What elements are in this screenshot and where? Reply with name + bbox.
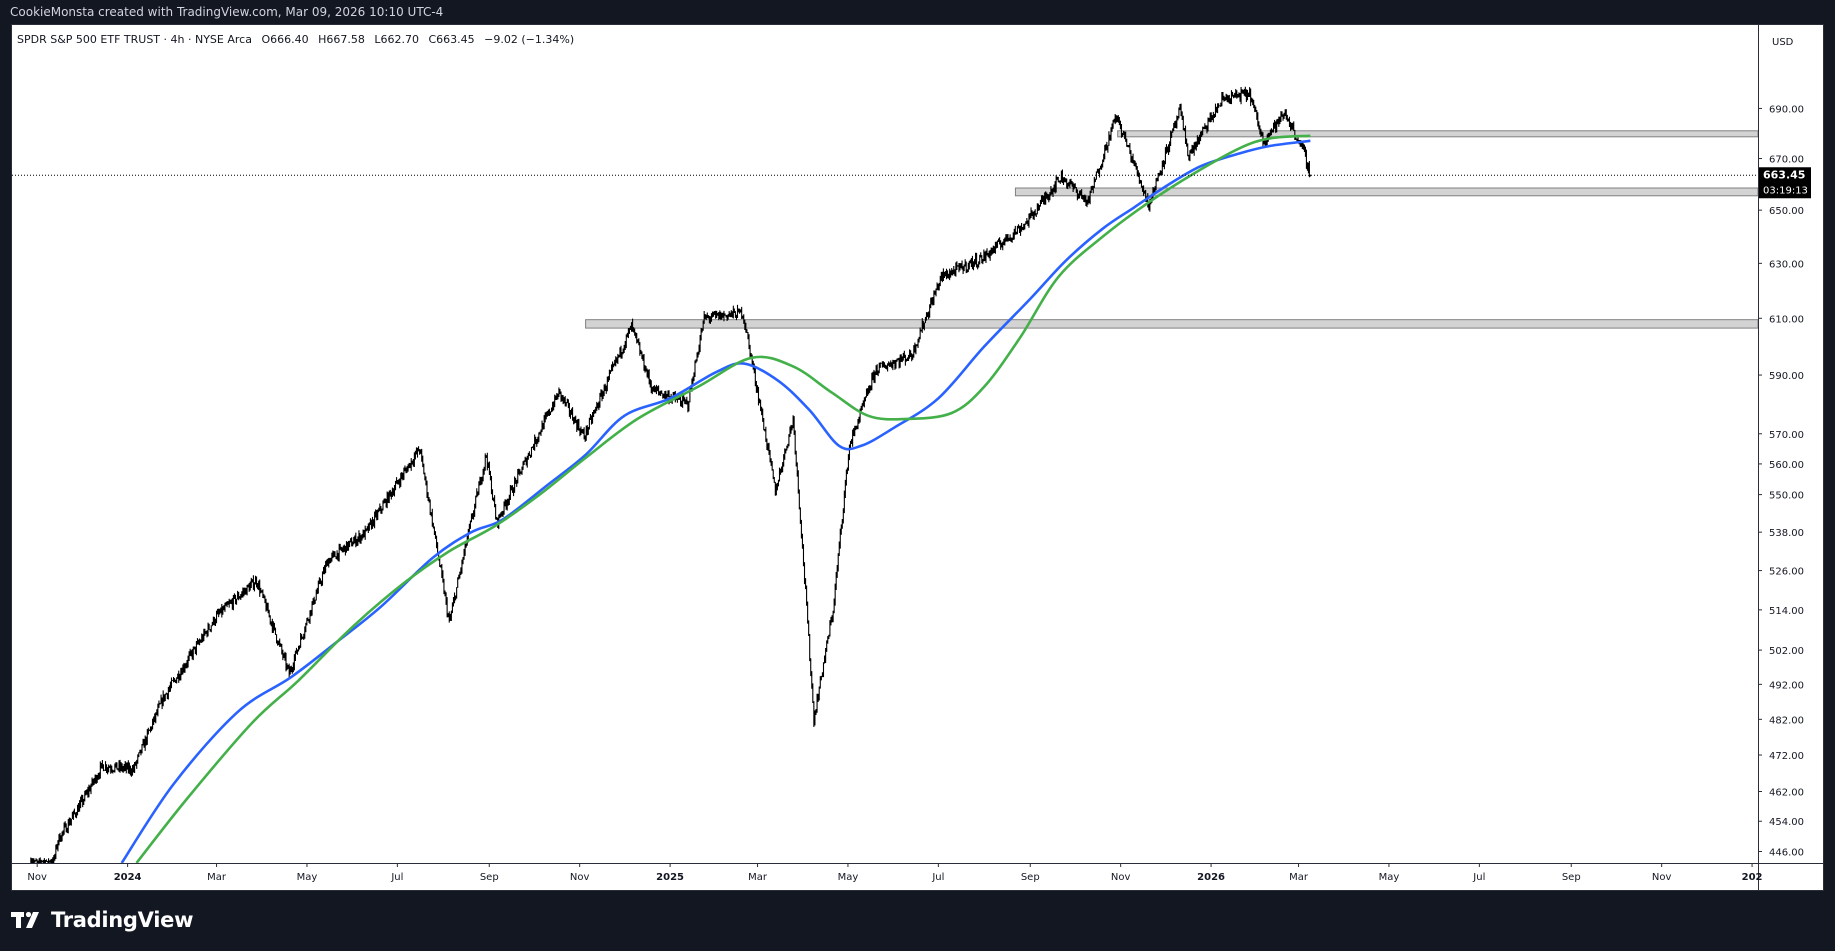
legend-change: −9.02 (−1.34%): [484, 33, 574, 46]
y-tick-label: 650.00: [1769, 206, 1804, 217]
moving-average-green-line: [135, 134, 1311, 864]
y-tick-label: 492.00: [1769, 680, 1804, 691]
y-tick-label: 526.00: [1769, 567, 1804, 578]
zone-1: [585, 319, 1759, 329]
legend-low: L662.70: [374, 33, 419, 46]
y-tick-label: 630.00: [1769, 259, 1804, 270]
y-tick-label: 560.00: [1769, 460, 1804, 471]
x-tick-label: Sep: [1562, 872, 1581, 883]
price-axis[interactable]: 446.00 454.00 462.00 472.00 482.00 492.00 502.…: [1758, 104, 1804, 859]
legend-symbol: SPDR S&P 500 ETF TRUST · 4h · NYSE Arca: [17, 33, 252, 46]
price-bars: [30, 86, 1311, 863]
support-resistance-zones: [585, 130, 1759, 329]
x-tick-label: May: [1379, 872, 1400, 883]
x-tick-label: Nov: [1111, 872, 1131, 883]
tradingview-footer: TradingView: [11, 904, 193, 936]
price-chart[interactable]: SPDR S&P 500 ETF TRUST · 4h · NYSE Arca …: [12, 25, 1823, 890]
x-tick-label: Nov: [570, 872, 590, 883]
y-tick-label: 610.00: [1769, 314, 1804, 325]
moving-averages: [120, 134, 1311, 864]
zone-2: [1014, 187, 1759, 197]
tradingview-logo-icon: [11, 911, 39, 928]
x-tick-label: Sep: [1021, 872, 1040, 883]
y-tick-label: 472.00: [1769, 751, 1804, 762]
legend-high: H667.58: [318, 33, 365, 46]
legend-text: SPDR S&P 500 ETF TRUST · 4h · NYSE Arca …: [17, 33, 574, 46]
brand-name: TradingView: [51, 908, 194, 932]
y-tick-label: 502.00: [1769, 646, 1804, 657]
legend-open: O666.40: [261, 33, 308, 46]
candle-countdown-label: 03:19:13: [1763, 185, 1808, 196]
last-price-box: [1759, 167, 1811, 199]
currency-box: [1759, 25, 1823, 55]
legend-close: C663.45: [428, 33, 474, 46]
x-tick-label: 202: [1742, 872, 1763, 883]
x-tick-label: Jul: [931, 872, 944, 883]
x-tick-label: Nov: [1652, 872, 1672, 883]
last-price-tag: 663.45 03:19:13: [12, 167, 1811, 199]
moving-average-blue-line: [120, 139, 1311, 864]
x-tick-label: Sep: [480, 872, 499, 883]
y-tick-label: 550.00: [1769, 491, 1804, 502]
zone-3: [1117, 130, 1759, 138]
y-tick-label: 670.00: [1769, 155, 1804, 166]
x-tick-label: Nov: [27, 872, 47, 883]
y-tick-label: 454.00: [1769, 817, 1804, 828]
y-tick-label: 690.00: [1769, 104, 1804, 115]
y-tick-label: 446.00: [1769, 848, 1804, 859]
y-tick-label: 590.00: [1769, 371, 1804, 382]
y-tick-label: 570.00: [1769, 430, 1804, 441]
x-tick-label: May: [838, 872, 859, 883]
attribution-text: CookieMonsta created with TradingView.co…: [10, 5, 444, 19]
currency-label: USD: [1772, 37, 1794, 48]
x-tick-label: Mar: [207, 872, 227, 883]
y-tick-label: 538.00: [1769, 528, 1804, 539]
x-tick-label: Mar: [748, 872, 768, 883]
last-price-label: 663.45: [1763, 168, 1805, 181]
x-tick-label: 2026: [1197, 872, 1225, 883]
x-tick-label: 2024: [114, 872, 142, 883]
y-tick-label: 482.00: [1769, 715, 1804, 726]
x-tick-label: Jul: [390, 872, 403, 883]
x-tick-label: May: [297, 872, 318, 883]
y-tick-label: 514.00: [1769, 606, 1804, 617]
chart-panel[interactable]: SPDR S&P 500 ETF TRUST · 4h · NYSE Arca …: [11, 24, 1824, 891]
price-series: [30, 86, 1311, 863]
y-tick-label: 462.00: [1769, 787, 1804, 798]
time-axis[interactable]: Nov 2024 Mar May Jul Sep Nov 2025 Mar May Jul Sep No…: [27, 863, 1763, 883]
x-tick-label: Mar: [1289, 872, 1309, 883]
x-tick-label: 2025: [656, 872, 684, 883]
x-tick-label: Jul: [1472, 872, 1485, 883]
